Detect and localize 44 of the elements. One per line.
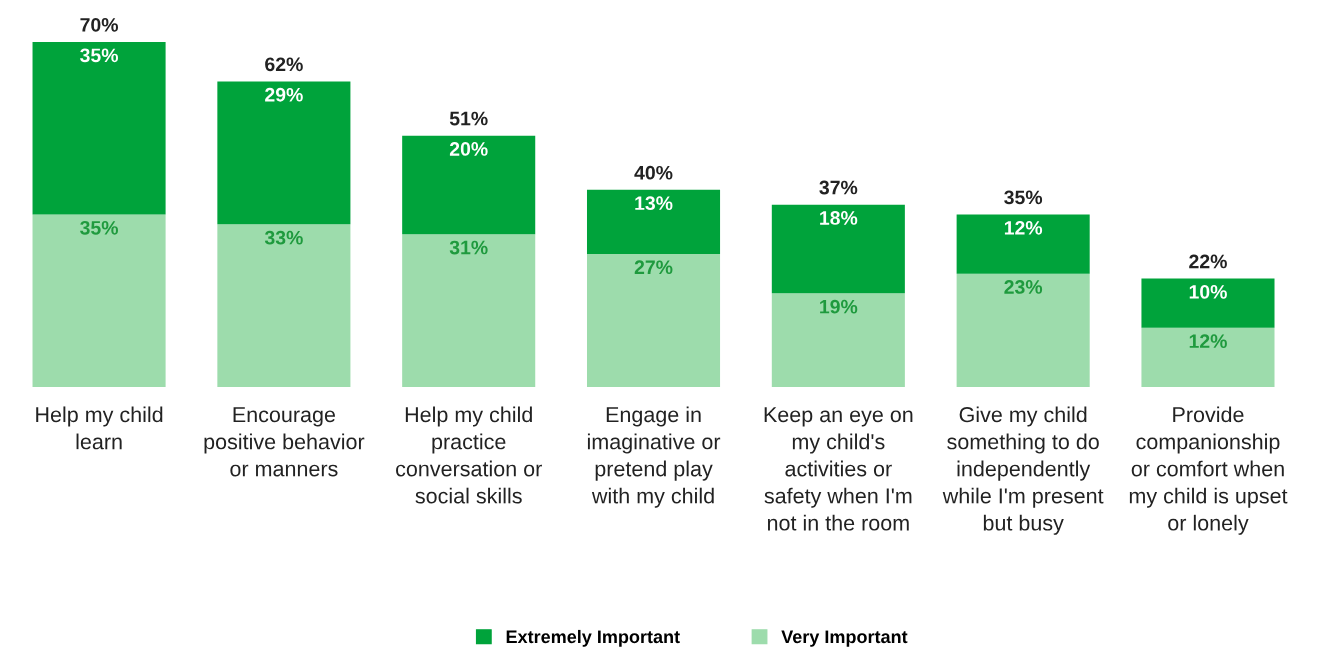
bar (1141, 327, 1275, 387)
data-label: 13% (635, 196, 673, 211)
data-label: 27% (634, 260, 673, 275)
data-label: 19% (820, 299, 858, 314)
data-label: 12% (1004, 220, 1043, 235)
bar (402, 135, 536, 235)
bar (217, 81, 351, 225)
bar (32, 214, 166, 387)
bar (586, 189, 721, 254)
bar (956, 214, 1090, 274)
bar (1141, 278, 1275, 328)
total-label: 37% (819, 180, 858, 195)
total-label: 40% (634, 165, 673, 180)
total-label: 22% (1189, 254, 1227, 269)
data-label: 18% (820, 211, 858, 225)
x-tick-label: Help my child practice conversation or social skills (396, 406, 542, 504)
total-label: 70% (80, 17, 119, 32)
data-label: 12% (1189, 334, 1227, 349)
data-label: 29% (265, 87, 303, 102)
bar (586, 253, 721, 387)
data-label: 23% (1004, 280, 1043, 294)
data-label: 35% (80, 48, 119, 63)
data-label: 33% (264, 230, 303, 245)
data-label: 31% (449, 240, 488, 255)
x-tick-label: Engage in imaginative or pretend play with my child (587, 406, 721, 508)
data-label: 10% (1189, 285, 1227, 299)
x-tick-label: Provide companionship or comfort when my child is upset or lonely (1129, 406, 1288, 535)
total-label: 35% (1004, 190, 1043, 205)
x-tick-label: Give my child something to do independently while I'm present but busy (942, 406, 1104, 535)
bar (32, 42, 166, 215)
legend-label: Extremely Important (506, 629, 680, 647)
bar (402, 234, 536, 387)
data-label: 20% (449, 142, 488, 156)
bar (217, 224, 351, 387)
bar (771, 204, 905, 294)
x-tick-label: Encourage positive behavior or manners (204, 407, 365, 477)
total-label: 51% (449, 111, 488, 126)
x-tick-label: Keep an eye on my child's activities or safety when I'm not in the room (764, 407, 913, 531)
total-label: 62% (265, 57, 303, 72)
legend-label: Very Important (781, 630, 908, 647)
data-label: 35% (80, 220, 119, 235)
bar (956, 273, 1090, 387)
x-tick-label: Help my child learn (36, 406, 163, 450)
bar (771, 293, 905, 387)
